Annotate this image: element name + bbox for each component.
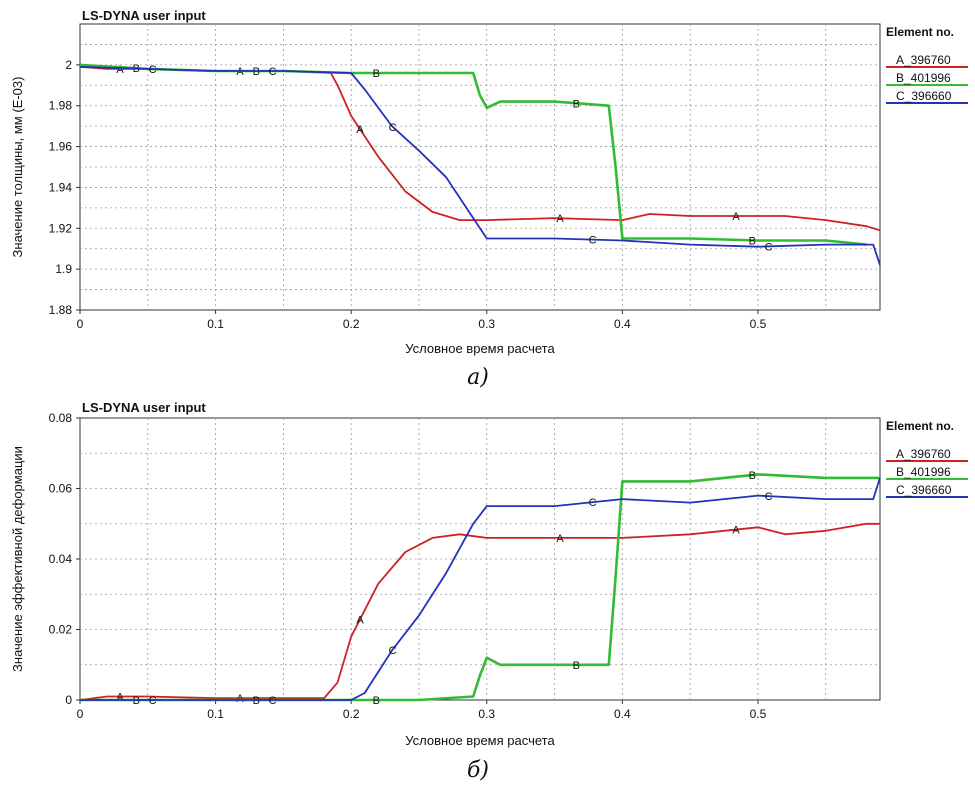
series-marker-c: C <box>589 497 597 509</box>
figure-caption: а) <box>467 365 489 390</box>
series-marker-c: C <box>589 235 597 247</box>
series-line-c <box>80 477 881 701</box>
y-tick-label: 1.92 <box>49 221 73 235</box>
series-marker-a: A <box>732 525 740 537</box>
legend-entry-b: B_401996 <box>896 71 951 85</box>
series-marker-b: B <box>573 660 580 672</box>
series-marker-c: C <box>149 64 157 76</box>
series-marker-c: C <box>765 491 773 503</box>
series-marker-b: B <box>253 695 260 707</box>
x-tick-label: 0.2 <box>343 317 360 331</box>
x-tick-label: 0.3 <box>478 707 495 721</box>
y-tick-label: 1.96 <box>49 140 73 154</box>
y-tick-label: 1.88 <box>49 303 73 317</box>
series-marker-b: B <box>133 695 140 707</box>
legend-entry-c: C_396660 <box>896 483 952 497</box>
series-marker-b: B <box>373 68 380 80</box>
x-tick-label: 0.4 <box>614 707 631 721</box>
y-tick-label: 0 <box>65 693 72 707</box>
legend-entry-c: C_396660 <box>896 89 952 103</box>
series-marker-a: A <box>556 533 564 545</box>
y-axis-label: Значение толщины, мм (E-03) <box>10 77 25 258</box>
chart-panel-1: 0 0.1 0.2 0.3 0.4 0.5 1.88 1.9 1.92 1.94 1.96 1.98 2… <box>10 8 968 390</box>
y-tick-label: 1.98 <box>49 99 73 113</box>
y-tick-label: 0.06 <box>49 482 73 496</box>
x-tick-label: 0.1 <box>207 707 224 721</box>
y-tick-label: 1.9 <box>55 262 72 276</box>
series-marker-c: C <box>389 122 397 134</box>
series-line-a <box>79 522 880 701</box>
y-tick-label: 0.08 <box>49 411 73 425</box>
x-tick-label: 0.1 <box>207 317 224 331</box>
series-marker-b: B <box>573 98 580 110</box>
x-tick-label: 0 <box>77 317 84 331</box>
legend-title: Element no. <box>886 25 954 39</box>
x-tick-label: 0 <box>77 707 84 721</box>
legend-entry-a: A_396760 <box>896 53 951 67</box>
series-marker-a: A <box>556 213 564 225</box>
y-tick-label: 1.94 <box>49 180 73 194</box>
series-marker-b: B <box>373 695 380 707</box>
series-line-c <box>79 66 881 266</box>
series-marker-a: A <box>356 124 364 136</box>
legend-entry-a: A_396760 <box>896 447 951 461</box>
series-marker-c: C <box>149 695 157 707</box>
x-axis-label: Условное время расчета <box>405 733 555 748</box>
series-marker-a: A <box>732 211 740 223</box>
x-tick-label: 0.3 <box>478 317 495 331</box>
y-tick-label: 2 <box>65 58 72 72</box>
figure-caption: б) <box>467 758 489 783</box>
chart-panel-2: 0 0.1 0.2 0.3 0.4 0.5 0 0.02 0.04 0.06 0.08 LS-DYNA… <box>10 400 968 783</box>
x-tick-label: 0.4 <box>614 317 631 331</box>
series-marker-b: B <box>749 470 756 482</box>
legend-entry-b: B_401996 <box>896 465 951 479</box>
x-tick-label: 0.5 <box>750 707 767 721</box>
series-marker-a: A <box>116 64 124 76</box>
x-tick-label: 0.5 <box>750 317 767 331</box>
series-marker-a: A <box>356 614 364 626</box>
series-marker-a: A <box>116 691 124 703</box>
series-marker-c: C <box>765 241 773 253</box>
x-axis-label: Условное время расчета <box>405 341 555 356</box>
y-axis-label: Значение эффективной деформации <box>10 446 25 672</box>
series-marker-c: C <box>269 695 277 707</box>
y-tick-label: 0.02 <box>49 623 73 637</box>
y-tick-label: 0.04 <box>49 552 73 566</box>
chart-title: LS-DYNA user input <box>82 8 206 23</box>
x-tick-label: 0.2 <box>343 707 360 721</box>
series-marker-c: C <box>269 66 277 78</box>
chart-title: LS-DYNA user input <box>82 400 206 415</box>
series-line-b <box>80 473 880 702</box>
legend-title: Element no. <box>886 419 954 433</box>
series-marker-c: C <box>389 645 397 657</box>
series-marker-b: B <box>253 66 260 78</box>
series-marker-b: B <box>749 235 756 247</box>
